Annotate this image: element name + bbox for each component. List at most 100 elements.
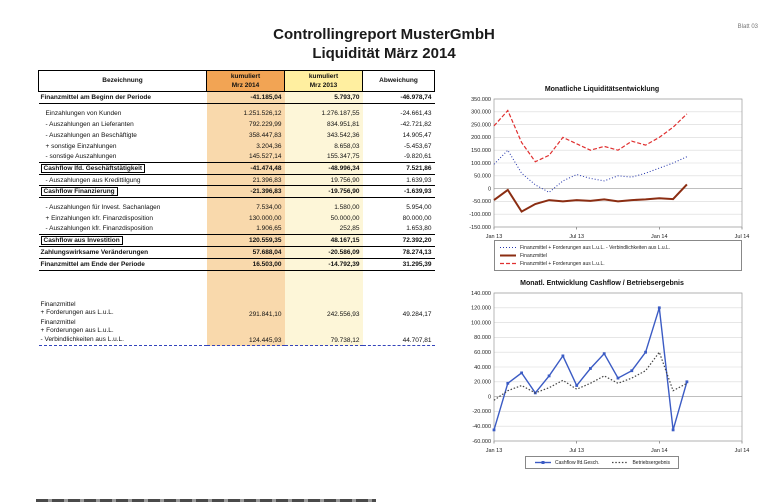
- series-marker: [492, 428, 496, 432]
- legend-label: Finanzmittel + Forderungen aus L.u.L. - …: [520, 244, 671, 251]
- x-axis-label: Jul 14: [735, 448, 750, 454]
- series-marker: [657, 306, 661, 310]
- y-axis-label: 100.000: [471, 161, 491, 167]
- value-2014: -21.396,83: [206, 185, 285, 198]
- value-2014: 120.559,35: [206, 234, 285, 247]
- table-row: Cashflow aus Investition 120.559,35 48.167…: [38, 234, 435, 247]
- value-2013: 48.167,15: [284, 234, 363, 247]
- series-marker: [644, 350, 647, 354]
- x-axis-label: Jul 14: [735, 234, 750, 240]
- row-label: Cashflow Finanzierung: [40, 187, 118, 196]
- liquidity-table: Bezeichnung kumuliert Mrz 2014 kumuliert…: [38, 70, 435, 346]
- value-2013: 1.276.187,55: [284, 107, 363, 119]
- value-abweichung: 80.000,00: [402, 214, 432, 222]
- bezeichnung-cell: [39, 271, 207, 301]
- value-2014: 358.447,83: [206, 129, 285, 141]
- value-2013: 19.756,90: [284, 174, 363, 186]
- table-row: Finanzmittel + Forderungen aus L.u.L. 291.…: [39, 300, 435, 319]
- legend-label: Betriebsergebnis: [632, 459, 670, 466]
- value-2014: 130.000,00: [206, 212, 285, 224]
- report-title-line1: Controllingreport MusterGmbH: [273, 26, 495, 43]
- value-2014: 21.396,83: [206, 174, 285, 186]
- series-marker: [547, 374, 551, 378]
- header-kumuliert-mrz-2014: kumuliert Mrz 2014: [206, 70, 285, 92]
- bezeichnung-cell: Zahlungswirksame Veränderungen: [38, 246, 207, 259]
- table-row: [39, 197, 435, 202]
- report-title: Controllingreport MusterGmbH Liquidität …: [0, 26, 768, 64]
- value-2013: -19.756,90: [284, 185, 363, 198]
- chart2-title: Monatl. Entwicklung Cashflow / Betriebse…: [520, 280, 684, 287]
- y-axis-label: 200.000: [471, 135, 491, 141]
- series-marker: [616, 376, 620, 380]
- y-axis-label: 350.000: [471, 97, 491, 103]
- bezeichnung-cell: - sonstige Auszahlungen: [39, 152, 207, 163]
- x-axis-label: Jul 13: [569, 234, 584, 240]
- bezeichnung-cell: + sonstige Einzahlungen: [39, 141, 207, 152]
- plot-border: [493, 98, 743, 228]
- value-2014: -41.185,04: [206, 91, 285, 104]
- row-label-line: Finanzmittel: [40, 300, 76, 308]
- value-2013: 252,85: [284, 223, 363, 235]
- value-2014: [206, 103, 285, 108]
- value-2013: 1.580,00: [284, 201, 363, 213]
- chart-cashflow-betriebsergebnis: Monatl. Entwicklung Cashflow / Betriebse…: [452, 280, 752, 469]
- table-row: [39, 103, 435, 108]
- bezeichnung-cell: - Auszahlungen aus Kredittilgung: [39, 175, 207, 186]
- series-marker: [520, 371, 523, 375]
- series-marker: [602, 352, 606, 356]
- header-bezeichnung: Bezeichnung: [38, 70, 207, 92]
- legend-label: Finanzmittel: [520, 252, 547, 259]
- value-abweichung: 72.392,20: [362, 234, 435, 247]
- bezeichnung-cell: Cashflow lfd. Geschäftstätigkeit: [38, 162, 207, 175]
- report-title-line2: Liquidität März 2014: [312, 44, 456, 62]
- chart1-legend: Finanzmittel + Forderungen aus L.u.L. - …: [494, 240, 742, 271]
- table-row: + sonstige Einzahlungen 3.204,36 8.658,03 -…: [39, 140, 435, 152]
- row-label: + sonstige Einzahlungen: [45, 142, 117, 150]
- series-marker: [630, 369, 634, 373]
- row-label: Cashflow aus Investition: [40, 236, 123, 245]
- series-marker: [671, 428, 675, 432]
- value-2013: -20.586,09: [284, 246, 363, 259]
- row-label-line: + Forderungen aus L.u.L.: [40, 309, 114, 316]
- value-2014: 291.841,10: [206, 300, 285, 319]
- value-abweichung: 49.284,17: [402, 310, 432, 318]
- x-axis-label: Jan 13: [486, 234, 503, 240]
- y-axis-label: -150.000: [469, 225, 491, 231]
- row-label: - sonstige Auszahlungen: [45, 153, 117, 161]
- y-axis-label: -20.000: [472, 409, 491, 415]
- bezeichnung-cell: - Auszahlungen an Beschäftigte: [39, 130, 207, 141]
- header-kumuliert-2014-line2: Mrz 2014: [231, 82, 260, 89]
- chart1-title: Monatliche Liquiditätsentwicklung: [544, 86, 660, 93]
- table-row: - Auszahlungen an Beschäftigte 358.447,83…: [39, 129, 435, 141]
- row-label: Finanzmittel am Ende der Periode: [40, 261, 145, 268]
- value-abweichung: -46.978,74: [362, 91, 435, 104]
- bezeichnung-cell: - Auszahlungen an Lieferanten: [39, 119, 207, 130]
- value-2014: -41.474,48: [206, 162, 285, 175]
- row-label: + Einzahlungen kfr. Finanzdisposition: [45, 214, 154, 222]
- value-2014: 16.503,00: [206, 258, 285, 271]
- legend-item: Finanzmittel: [499, 252, 737, 259]
- value-2014: 1.906,65: [206, 223, 285, 235]
- legend-line-sample: [612, 461, 629, 464]
- y-axis-label: 140.000: [471, 291, 491, 297]
- value-2013: 50.000,00: [284, 212, 363, 224]
- table-row: [39, 270, 435, 301]
- table-row: Zahlungswirksame Veränderungen 57.688,04-…: [38, 246, 435, 259]
- y-axis-label: 20.000: [474, 380, 491, 386]
- bezeichnung-cell: Finanzmittel + Forderungen aus L.u.L. - Ve…: [38, 318, 207, 346]
- value-2014: 7.534,00: [206, 201, 285, 213]
- y-axis-label: -40.000: [472, 424, 491, 430]
- series-line: [493, 183, 688, 213]
- liquidity-chart-plot: -150.000 -100.000 -50.000 0 50.000 100.000 150…: [469, 97, 750, 240]
- y-axis-label: 0: [488, 394, 491, 400]
- value-abweichung: -1.639,93: [362, 185, 435, 198]
- value-abweichung: -24.661,43: [400, 109, 432, 117]
- value-2013: [284, 103, 363, 108]
- y-axis-label: 250.000: [471, 122, 491, 128]
- value-abweichung: -9.820,61: [404, 153, 432, 161]
- table-row: - Auszahlungen für Invest. Sachanlagen 7.…: [39, 201, 435, 213]
- row-label: - Auszahlungen an Beschäftigte: [45, 131, 137, 139]
- value-2014: 3.204,36: [206, 140, 285, 152]
- table-row: + Einzahlungen kfr. Finanzdisposition 130…: [39, 212, 435, 224]
- value-2013: 79.738,12: [284, 318, 363, 346]
